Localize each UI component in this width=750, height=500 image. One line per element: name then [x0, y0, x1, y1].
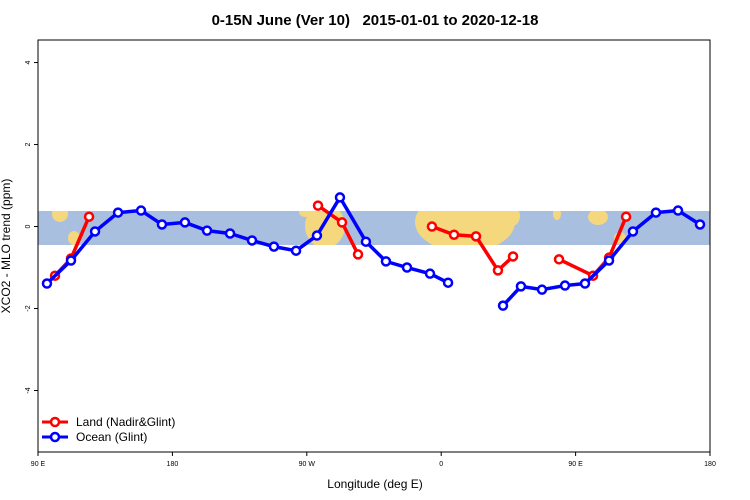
legend-marker: [49, 431, 61, 443]
data-point: [559, 280, 571, 291]
data-point: [536, 284, 548, 295]
data-point: [694, 219, 706, 230]
data-point: [156, 219, 168, 230]
legend-label: Ocean (Glint): [76, 430, 147, 444]
x-axis-label: Longitude (deg E): [327, 477, 422, 491]
y-tick-label: -2: [25, 305, 32, 311]
data-point: [352, 249, 364, 260]
map-band: [38, 211, 710, 245]
plot-frame: [37, 39, 711, 453]
y-tick-label: 4: [25, 61, 32, 65]
data-point: [336, 217, 348, 228]
data-point: [470, 231, 482, 242]
legend-marker: [49, 416, 61, 428]
y-tick-label: 2: [25, 142, 32, 146]
x-tick-label: 90 E: [568, 461, 583, 468]
data-point: [246, 235, 258, 246]
data-point: [553, 254, 565, 265]
data-point: [442, 277, 454, 288]
data-point: [627, 226, 639, 237]
data-point: [507, 251, 519, 262]
data-point: [650, 207, 662, 218]
data-point: [290, 245, 302, 256]
y-axis-label: XCO2 - MLO trend (ppm): [0, 179, 13, 314]
data-point: [112, 207, 124, 218]
data-point: [224, 228, 236, 239]
data-point: [448, 229, 460, 240]
data-point: [620, 211, 632, 222]
x-tick-label: 180: [704, 461, 716, 468]
data-point: [401, 262, 413, 273]
data-point: [311, 230, 323, 241]
data-point: [268, 241, 280, 252]
data-point: [424, 268, 436, 279]
data-point: [83, 211, 95, 222]
data-point: [360, 236, 372, 247]
legend-label: Land (Nadir&Glint): [76, 415, 175, 429]
data-point: [515, 281, 527, 292]
data-point: [334, 192, 346, 203]
data-point: [603, 255, 615, 266]
data-point: [579, 278, 591, 289]
data-point: [497, 300, 509, 311]
data-point: [65, 255, 77, 266]
y-tick-label: -4: [25, 387, 32, 393]
data-point: [380, 256, 392, 267]
chart-title: 0-15N June (Ver 10) 2015-01-01 to 2020-1…: [212, 12, 539, 29]
data-point: [201, 225, 213, 236]
data-point: [312, 200, 324, 211]
y-tick-label: 0: [25, 224, 32, 228]
data-point: [179, 217, 191, 228]
x-tick-label: 180: [167, 461, 179, 468]
data-point: [672, 205, 684, 216]
data-point: [492, 265, 504, 276]
x-tick-label: 0: [439, 461, 443, 468]
x-tick-label: 90 W: [299, 461, 316, 468]
data-point: [426, 221, 438, 232]
data-point: [135, 205, 147, 216]
data-point: [89, 226, 101, 237]
x-tick-label: 90 E: [31, 461, 46, 468]
data-point: [41, 278, 53, 289]
